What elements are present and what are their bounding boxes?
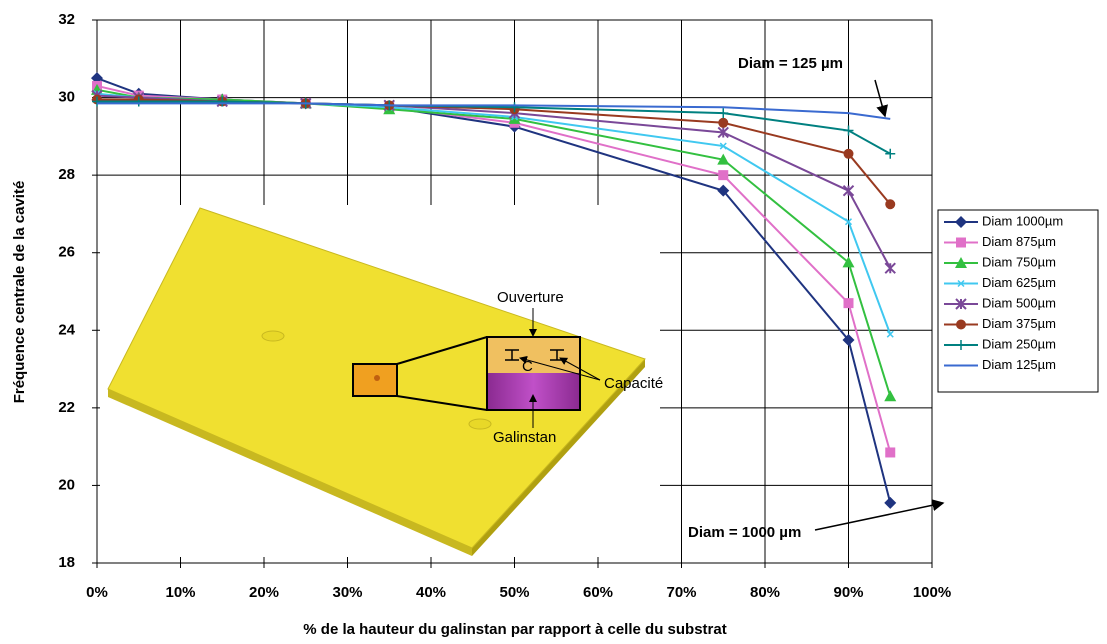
- x-tick-label: 60%: [583, 584, 613, 601]
- legend-label: Diam 750µm: [982, 254, 1056, 269]
- marker: [956, 319, 966, 330]
- x-tick-label: 10%: [165, 584, 195, 601]
- marker: [884, 496, 897, 509]
- y-tick-label: 32: [58, 11, 75, 28]
- marker: [842, 333, 855, 346]
- legend-label: Diam 625µm: [982, 275, 1056, 290]
- marker: [717, 184, 730, 197]
- marker: [718, 117, 729, 128]
- capacitor-symbol: [505, 349, 564, 361]
- marker: [508, 112, 521, 124]
- plot-border: [96, 19, 933, 564]
- legend-label: Diam 1000µm: [982, 213, 1063, 228]
- slab-edge: [108, 389, 472, 556]
- marker: [843, 148, 854, 159]
- y-tick-label: 22: [58, 399, 75, 416]
- marker: [955, 298, 967, 310]
- marker: [717, 153, 730, 165]
- slab-edge: [472, 359, 645, 556]
- marker: [957, 279, 965, 288]
- y-tick-label: 30: [58, 89, 75, 106]
- marker: [719, 142, 727, 150]
- legend-label: Diam 125µm: [982, 357, 1056, 372]
- annotations: Diam = 125 µm Diam = 1000 µm Ouverture C…: [493, 55, 945, 541]
- marker: [955, 257, 967, 268]
- legend-label: Diam 500µm: [982, 295, 1056, 310]
- x-tick-label: 0%: [86, 584, 108, 601]
- inset-arrow: [559, 357, 601, 381]
- marker: [884, 390, 897, 402]
- plot: [91, 72, 897, 509]
- x-tick-label: 70%: [666, 584, 696, 601]
- annotation: Diam = 125 µm: [738, 55, 843, 72]
- marker: [842, 184, 855, 197]
- inset-image: [100, 205, 660, 557]
- inset-label: Capacité: [604, 375, 663, 392]
- y-tick-label: 20: [58, 476, 75, 493]
- marker: [956, 237, 966, 248]
- inset-label: Galinstan: [493, 429, 556, 446]
- marker: [842, 256, 855, 268]
- marker: [843, 298, 854, 309]
- x-tick-label: 50%: [499, 584, 529, 601]
- x-tick-label: 100%: [913, 584, 951, 601]
- y-tick-label: 28: [58, 166, 75, 183]
- line: [97, 102, 891, 120]
- marker: [843, 125, 854, 136]
- marker: [509, 102, 520, 113]
- marker: [217, 96, 228, 107]
- marker: [885, 199, 896, 210]
- y-tick-label: 18: [58, 554, 75, 571]
- annotation: Diam = 1000 µm: [688, 524, 801, 541]
- legend-entries: Diam 1000µm Diam 875µm Diam 750µm Diam 625µ…: [944, 213, 1063, 372]
- x-tick-label: 80%: [750, 584, 780, 601]
- marker: [956, 340, 966, 350]
- zoom-line: [396, 395, 488, 411]
- inset-label: C: [522, 358, 533, 375]
- marker: [717, 126, 729, 139]
- marker: [92, 96, 102, 107]
- marker: [884, 262, 896, 274]
- zoom-line: [396, 336, 488, 365]
- inset-label: Ouverture: [497, 289, 564, 306]
- marker: [133, 96, 144, 107]
- annotation-arrow: [874, 79, 888, 118]
- x-tick-label: 90%: [833, 584, 863, 601]
- marker: [886, 330, 894, 338]
- annotation-arrow: [814, 499, 945, 531]
- series: [97, 102, 891, 120]
- x-axis-title: % de la hauteur du galinstan par rapport…: [303, 621, 726, 638]
- hole: [261, 330, 285, 342]
- marker: [718, 170, 729, 181]
- legend-label: Diam 375µm: [982, 316, 1056, 331]
- x-tick-label: 20%: [249, 584, 279, 601]
- hole: [468, 418, 492, 430]
- y-tick-label: 24: [58, 321, 75, 338]
- legend-label: Diam 250µm: [982, 336, 1056, 351]
- marker: [955, 216, 967, 228]
- hole: [374, 375, 380, 381]
- y-axis-title: Fréquence centrale de la cavité: [11, 181, 28, 404]
- marker: [885, 447, 896, 458]
- inset-arrow: [519, 355, 601, 381]
- marker: [718, 108, 729, 119]
- y-tick-label: 26: [58, 244, 75, 261]
- marker: [844, 218, 853, 226]
- marker: [885, 148, 896, 159]
- x-tick-label: 30%: [332, 584, 362, 601]
- cavity-air: [487, 337, 580, 373]
- legend-label: Diam 875µm: [982, 234, 1056, 249]
- x-tick-label: 40%: [416, 584, 446, 601]
